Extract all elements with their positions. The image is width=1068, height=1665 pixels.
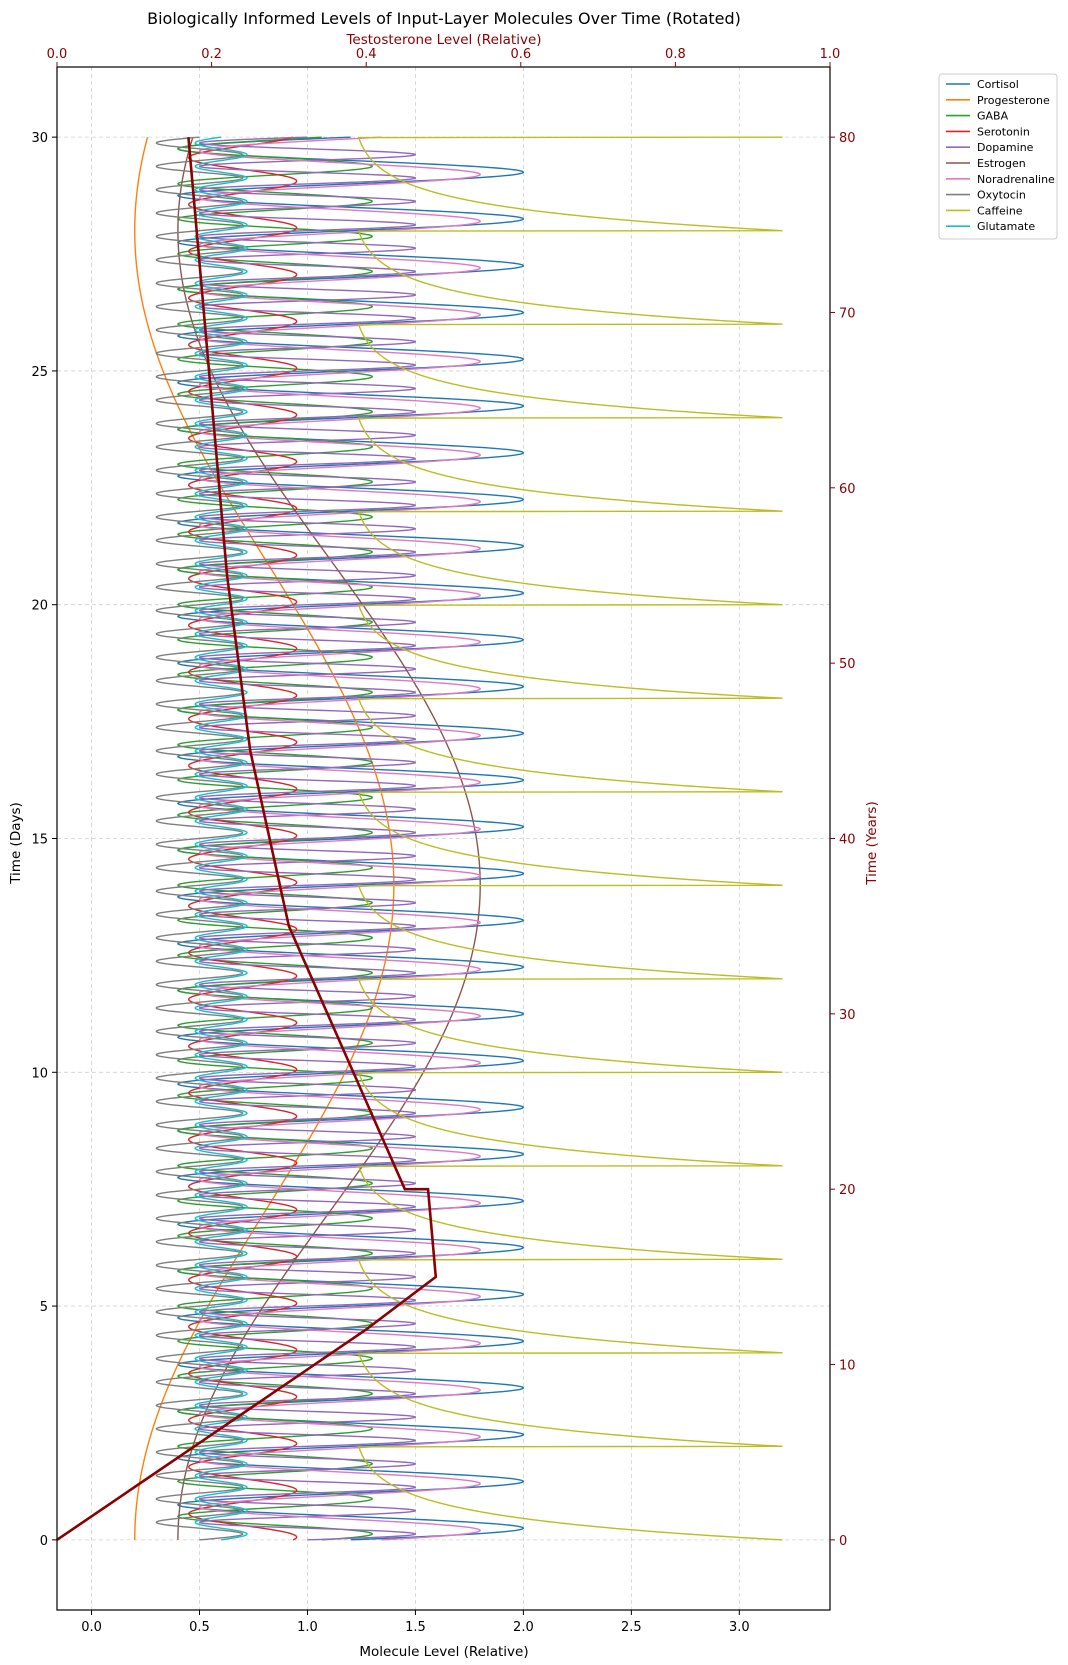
x-top-axis-title: Testosterone Level (Relative) — [345, 32, 541, 48]
legend-label: Dopamine — [977, 141, 1034, 154]
ticks-layer: 0.0 0.5 1.0 1.5 2.0 2.5 3.0 0 5 10 15 20 25 30 0.0 0.2 0… — [31, 47, 855, 1635]
legend-label: Estrogen — [977, 157, 1026, 170]
y-tick-label: 5 — [40, 1300, 48, 1315]
y-right-tick-label: 40 — [839, 833, 856, 848]
y-tick-label: 0 — [40, 1534, 48, 1549]
series-line-cortisol — [177, 136, 525, 1541]
x-tick-label: 1.5 — [405, 1620, 426, 1635]
y-right-tick-label: 70 — [839, 306, 856, 321]
x-top-tick-label: 0.2 — [201, 47, 222, 62]
x-top-tick-label: 0.4 — [356, 47, 377, 62]
y-right-tick-label: 0 — [839, 1534, 847, 1549]
x-tick-label: 0.0 — [81, 1620, 102, 1635]
y-axis-title: Time (Days) — [8, 802, 24, 885]
series-line-testosterone — [56, 137, 438, 1541]
x-top-tick-label: 0.8 — [665, 47, 686, 62]
y-tick-label: 30 — [31, 131, 48, 146]
legend-label: Caffeine — [977, 204, 1023, 217]
legend-label: GABA — [977, 110, 1009, 123]
series-line-dopamine — [199, 136, 416, 1541]
x-top-tick-label: 0.0 — [47, 47, 68, 62]
legend-label: Oxytocin — [977, 189, 1026, 202]
legend-label: Glutamate — [977, 220, 1035, 233]
x-tick-label: 1.0 — [297, 1620, 318, 1635]
testosterone-layer — [56, 137, 438, 1541]
series-layer — [134, 136, 783, 1541]
series-line-glutamate — [194, 136, 248, 1541]
x-tick-label: 2.0 — [513, 1620, 534, 1635]
y-tick-label: 20 — [31, 599, 48, 614]
y-right-tick-label: 20 — [839, 1183, 856, 1198]
x-axis-title: Molecule Level (Relative) — [359, 1644, 528, 1660]
series-line-estrogen — [177, 136, 481, 1540]
x-tick-label: 3.0 — [729, 1620, 750, 1635]
legend-label: Progesterone — [977, 94, 1050, 107]
series-line-oxytocin — [155, 136, 244, 1541]
chart-title: Biologically Informed Levels of Input-La… — [147, 9, 741, 28]
y-right-tick-label: 50 — [839, 657, 856, 672]
y-right-axis-title: Time (Years) — [864, 801, 880, 885]
x-top-tick-label: 1.0 — [820, 47, 841, 62]
x-tick-label: 0.5 — [189, 1620, 210, 1635]
legend-label: Serotonin — [977, 125, 1030, 138]
y-tick-label: 15 — [31, 833, 48, 848]
y-right-tick-label: 10 — [839, 1359, 856, 1374]
y-right-tick-label: 60 — [839, 482, 856, 497]
y-right-tick-label: 80 — [839, 131, 856, 146]
legend: Cortisol Progesterone GABA Serotonin Dopamin… — [938, 73, 1058, 240]
y-right-tick-label: 30 — [839, 1008, 856, 1023]
legend-label: Cortisol — [977, 78, 1019, 91]
y-tick-label: 25 — [31, 365, 48, 380]
x-tick-label: 2.5 — [621, 1620, 642, 1635]
x-top-tick-label: 0.6 — [510, 47, 531, 62]
y-tick-label: 10 — [31, 1066, 48, 1081]
legend-items: Cortisol Progesterone GABA Serotonin Dopamin… — [946, 78, 1055, 233]
legend-label: Noradrenaline — [977, 173, 1055, 186]
series-line-caffeine — [357, 136, 783, 1541]
series-line-noradrenaline — [198, 136, 481, 1541]
